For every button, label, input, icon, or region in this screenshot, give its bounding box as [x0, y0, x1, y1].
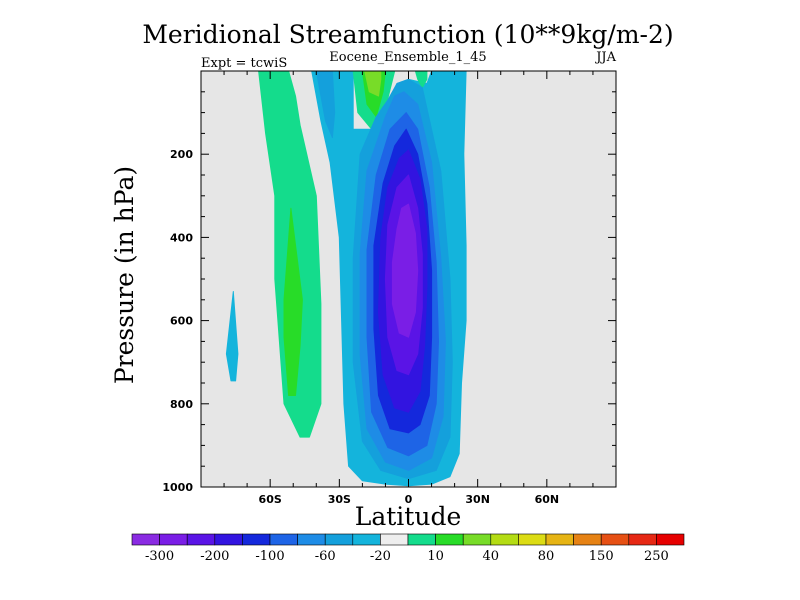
colorbar-label: 40 [483, 549, 500, 564]
y-tick-label: 800 [170, 398, 193, 411]
x-tick-label: 60S [259, 493, 282, 506]
colorbar-box [352, 533, 381, 546]
colorbar-box [628, 533, 657, 546]
y-tick-label: 600 [170, 315, 193, 328]
contour-region [283, 207, 303, 396]
colorbar-box [600, 533, 630, 546]
contour-region [225, 291, 239, 382]
colorbar-box [324, 533, 354, 546]
colorbar-box [297, 533, 326, 546]
colorbar-label: -60 [315, 549, 336, 564]
colorbar-box [435, 533, 464, 546]
contour-fills [225, 71, 467, 487]
x-tick-label: 30S [328, 493, 351, 506]
colorbar: -300 -200 -100 -60 -20 10 40 80 150 250 [131, 533, 685, 564]
colorbar-box [269, 533, 298, 546]
contour-region [315, 71, 336, 139]
contour-region [414, 71, 428, 89]
colorbar-box [407, 533, 436, 546]
colorbar-box [214, 533, 243, 546]
colorbar-label: -200 [200, 549, 229, 564]
colorbar-box [573, 533, 602, 546]
plot-area: 60S 30S 0 30N 60N 200 400 600 800 1000 [162, 70, 617, 506]
colorbar-label: -20 [370, 549, 391, 564]
contour-region [364, 71, 382, 97]
y-tick-label: 200 [170, 148, 193, 161]
experiment-label: Expt = tcwiS [201, 56, 287, 71]
colorbar-box [518, 533, 547, 546]
chart-subtitle: Eocene_Ensemble_1_45 [329, 50, 486, 65]
colorbar-label: 250 [644, 549, 669, 564]
colorbar-label: -100 [255, 549, 284, 564]
colorbar-box [545, 533, 574, 546]
season-label: JJA [594, 50, 616, 65]
x-tick-label: 30N [465, 493, 490, 506]
colorbar-box [490, 533, 519, 546]
colorbar-box [159, 533, 188, 546]
colorbar-label: 80 [538, 549, 555, 564]
y-axis-label: Pressure (in hPa) [110, 166, 139, 384]
x-tick-label: 60N [535, 493, 560, 506]
colorbar-label: 10 [427, 549, 444, 564]
axis-ticks: 60S 30S 0 30N 60N 200 400 600 800 1000 [162, 70, 617, 506]
colorbar-box [380, 533, 409, 546]
y-tick-label: 400 [170, 231, 193, 244]
y-tick-label: 1000 [162, 481, 193, 494]
x-tick-label: 0 [405, 493, 413, 506]
chart-title: Meridional Streamfunction (10**9kg/m-2) [142, 20, 673, 49]
x-axis-label: Latitude [355, 502, 462, 531]
colorbar-box [186, 533, 216, 546]
colorbar-box [242, 533, 271, 546]
contour-region [391, 203, 419, 338]
colorbar-box [462, 533, 492, 546]
colorbar-box [656, 533, 685, 546]
colorbar-label: -300 [145, 549, 174, 564]
colorbar-box [131, 533, 160, 546]
colorbar-label: 150 [589, 549, 614, 564]
